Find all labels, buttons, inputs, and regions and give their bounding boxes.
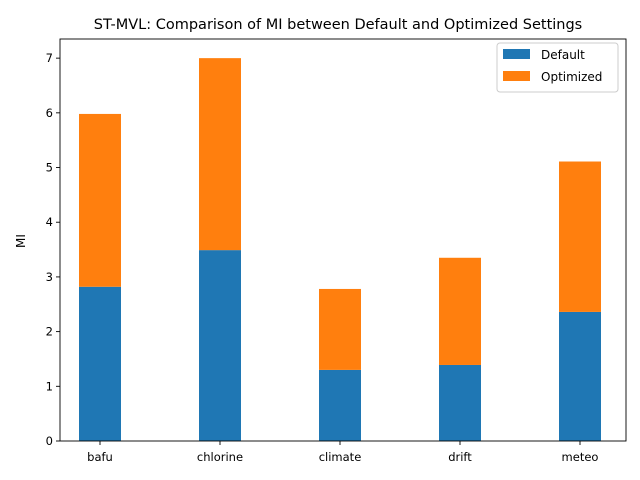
bars-layer [79,58,601,441]
bar-optimized-climate [319,288,361,370]
y-ticks: 0 1 2 3 4 5 6 7 [46,51,60,448]
y-tick-label: 5 [46,161,53,175]
bar-optimized-meteo [559,161,601,312]
x-tick-label-drift: drift [448,450,472,464]
bar-default-chlorine [199,250,241,441]
bar-default-meteo [559,311,601,441]
x-tick-label-chlorine: chlorine [197,450,243,464]
y-tick-label: 3 [46,270,53,284]
y-tick-label: 2 [46,325,53,339]
legend-label-default: Default [541,48,585,62]
y-tick-label: 0 [46,434,53,448]
bar-optimized-drift [439,257,481,365]
bar-default-bafu [79,286,121,441]
bar-optimized-bafu [79,113,121,287]
bar-default-drift [439,364,481,441]
bar-default-climate [319,369,361,441]
legend-swatch-optimized [503,71,530,81]
chart-title: ST-MVL: Comparison of MI between Default… [94,17,582,33]
x-tick-label-meteo: meteo [562,450,599,464]
y-tick-label: 4 [46,215,53,229]
x-ticks: bafu chlorine climate drift meteo [87,441,598,464]
legend-swatch-default [503,49,530,59]
legend-label-optimized: Optimized [541,70,602,84]
y-axis-label: MI [14,234,28,248]
y-tick-label: 7 [46,51,53,65]
plot-frame [59,38,627,442]
x-tick-label-climate: climate [319,450,362,464]
y-tick-label: 6 [46,106,53,120]
y-tick-label: 1 [46,379,53,393]
legend: Default Optimized [496,42,619,93]
bar-optimized-chlorine [199,58,241,251]
x-tick-label-bafu: bafu [87,450,113,464]
